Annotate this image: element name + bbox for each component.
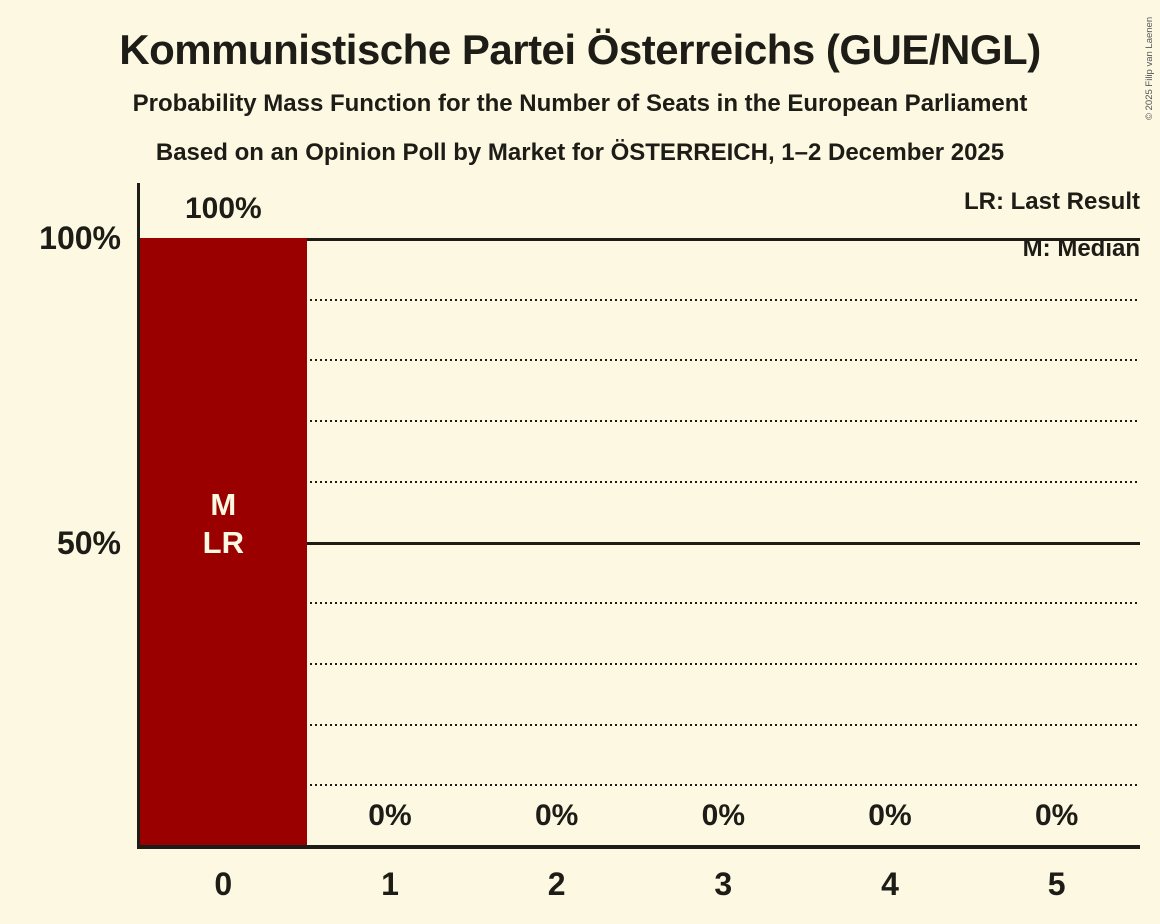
bar-seats-0 <box>140 238 307 845</box>
y-axis-label-50: 50% <box>56 525 121 561</box>
x-category-label-3: 3 <box>714 866 733 902</box>
legend-last-result: LR: Last Result <box>963 188 1140 215</box>
gridline-dotted-60 <box>140 481 1140 483</box>
gridline-dotted-20 <box>140 724 1140 726</box>
x-category-label-0: 0 <box>214 866 233 902</box>
bar-value-label-3: 0% <box>701 799 745 832</box>
chart-title: Kommunistische Partei Österreichs (GUE/N… <box>119 26 1041 73</box>
bar-annotation-line: M <box>210 487 237 522</box>
x-category-label-5: 5 <box>1047 866 1066 902</box>
y-axis-line <box>137 183 140 849</box>
bar-value-label-2: 0% <box>534 799 579 832</box>
gridline-dotted-70 <box>140 420 1140 422</box>
gridline-dotted-30 <box>140 663 1140 665</box>
bar-annotation-line: LR <box>202 525 244 560</box>
x-category-label-2: 2 <box>547 866 566 902</box>
bar-value-label-4: 0% <box>868 799 912 832</box>
y-axis-label-100: 100% <box>39 220 121 256</box>
x-category-label-4: 4 <box>881 866 899 902</box>
gridline-dotted-80 <box>140 359 1140 361</box>
gridline-dotted-40 <box>140 602 1140 604</box>
chart-source-line: Based on an Opinion Poll by Market for Ö… <box>155 139 1005 166</box>
chart-subtitle: Probability Mass Function for the Number… <box>132 90 1028 117</box>
gridline-solid-50 <box>140 542 1140 545</box>
x-category-label-1: 1 <box>381 866 399 902</box>
bar-value-label-0: 100% <box>184 192 262 225</box>
gridline-dotted-10 <box>140 784 1140 786</box>
copyright-notice: © 2025 Filip van Laenen <box>1144 16 1155 120</box>
bar-annotation-median-last-result: M LR <box>140 486 307 562</box>
bar-value-label-5: 0% <box>1034 799 1079 832</box>
x-axis-line <box>137 845 1140 849</box>
gridline-solid-100 <box>140 238 1140 241</box>
bar-value-label-1: 0% <box>368 799 412 832</box>
gridline-dotted-90 <box>140 299 1140 301</box>
